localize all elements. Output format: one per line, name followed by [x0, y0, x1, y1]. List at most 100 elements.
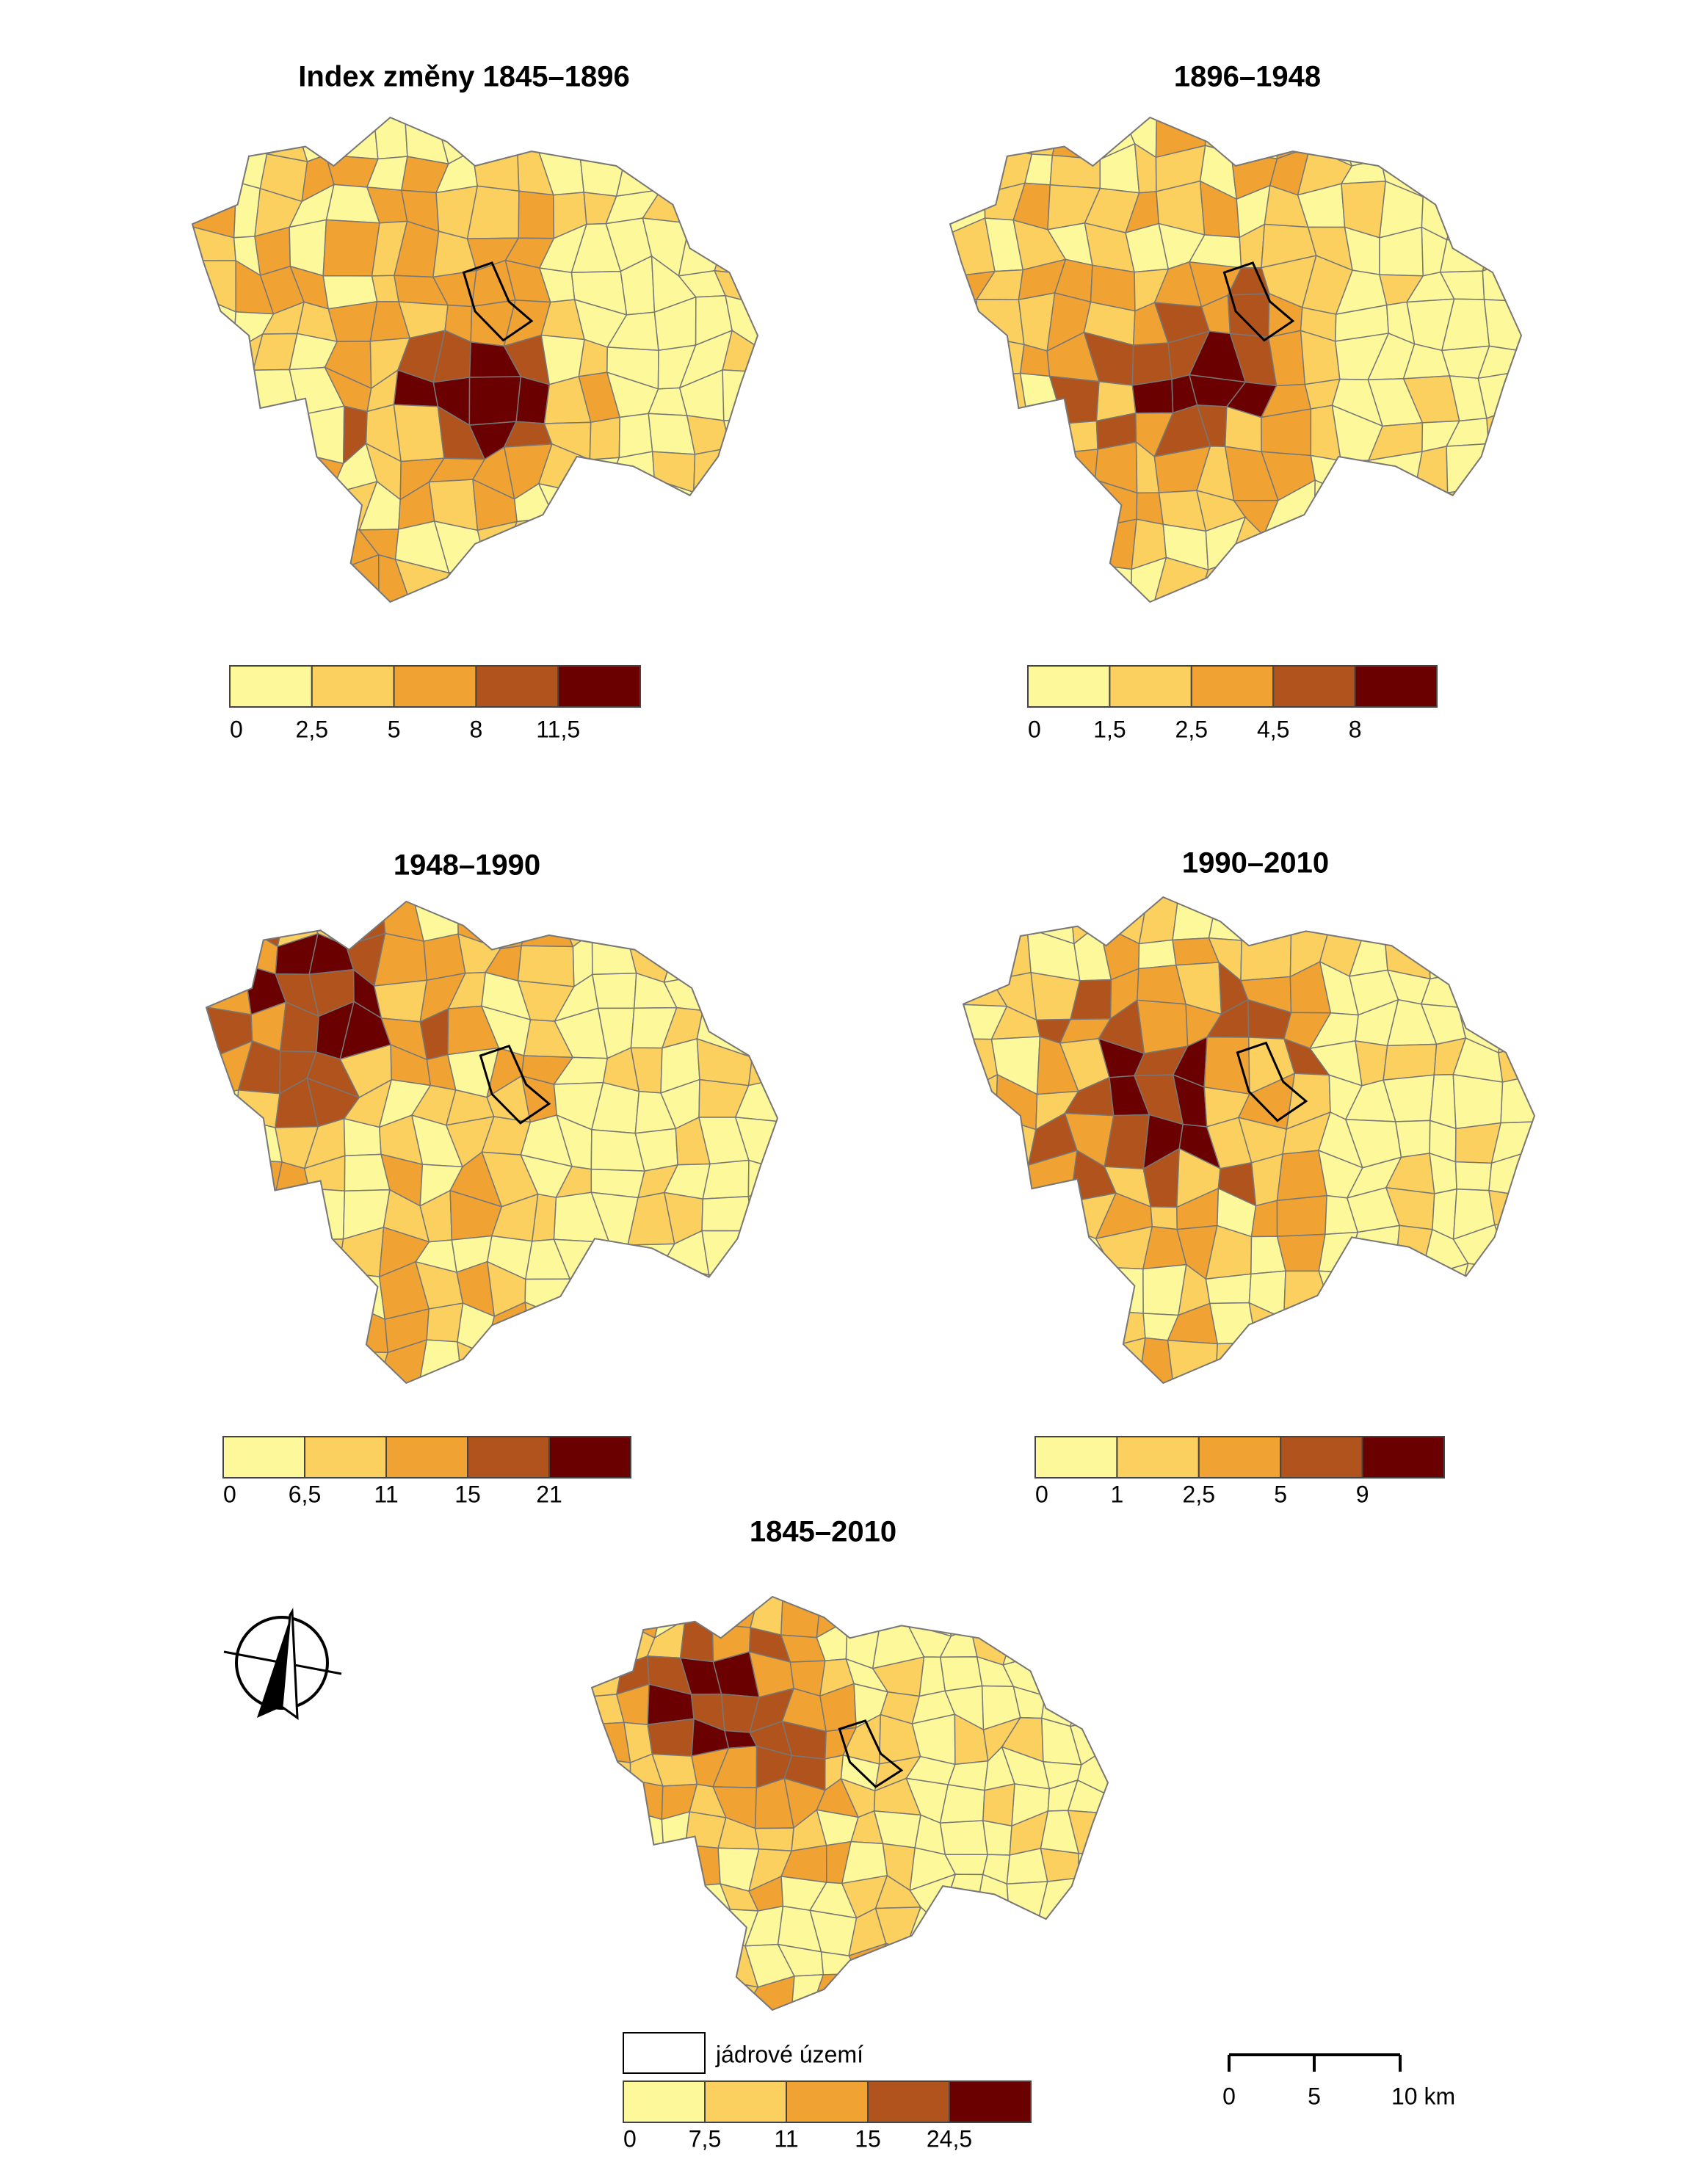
district: [1099, 142, 1140, 194]
district: [527, 1348, 573, 1383]
map-title: Index změny 1845–1896: [298, 61, 629, 93]
scale-label: 0: [1222, 2083, 1236, 2109]
district: [562, 1305, 608, 1357]
district: [791, 1974, 825, 2010]
district: [1452, 1073, 1504, 1130]
district: [1039, 1968, 1083, 2010]
district: [990, 1298, 1034, 1350]
district: [592, 1779, 634, 1816]
district: [727, 481, 758, 537]
district: [1051, 117, 1101, 160]
district: [595, 1305, 645, 1357]
district: [310, 1268, 347, 1321]
district: [206, 929, 251, 975]
district: [963, 1225, 995, 1272]
district: [322, 219, 380, 277]
district: [1079, 1968, 1108, 2010]
district: [950, 333, 979, 384]
core-legend-box: [623, 2032, 706, 2074]
district: [225, 460, 272, 485]
district: [606, 554, 658, 602]
district: [684, 1597, 724, 1625]
district: [1067, 1779, 1108, 1814]
district: [584, 480, 623, 532]
district: [617, 1810, 665, 1859]
district: [950, 117, 980, 146]
district: [206, 1112, 237, 1169]
district: [1381, 1345, 1432, 1383]
district: [1136, 999, 1189, 1054]
district: [677, 567, 722, 602]
legend-swatch: [1272, 665, 1356, 708]
legend-label: 8: [1349, 716, 1362, 742]
district: [264, 451, 308, 498]
district: [626, 901, 678, 949]
legend-label: 21: [536, 1481, 562, 1507]
district: [220, 369, 259, 420]
core-territory: [462, 261, 534, 342]
district: [544, 516, 586, 567]
district: [1488, 186, 1521, 240]
district: [1460, 1338, 1510, 1383]
district: [656, 148, 692, 191]
district: [1066, 1597, 1108, 1634]
district: [684, 1844, 721, 1887]
district: [722, 152, 758, 189]
district: [609, 479, 659, 532]
district: [1203, 1036, 1250, 1095]
district: [950, 404, 986, 454]
district: [704, 1340, 752, 1383]
district: [939, 1918, 983, 1952]
district: [1059, 479, 1096, 536]
district: [641, 1265, 664, 1317]
district: [615, 155, 662, 197]
district: [695, 901, 747, 948]
district: [307, 1349, 343, 1383]
district: [1500, 1074, 1534, 1124]
district: [950, 490, 981, 521]
district: [1069, 1913, 1108, 1950]
district: [589, 416, 620, 460]
district: [524, 1301, 569, 1357]
district: [747, 1186, 778, 1239]
district: [656, 117, 683, 164]
district: [1049, 154, 1101, 189]
district: [1488, 1189, 1534, 1226]
district: [592, 1810, 634, 1850]
district: [963, 1300, 999, 1341]
district: [1333, 481, 1380, 534]
map-title: 1845–2010: [750, 1516, 896, 1548]
district: [979, 559, 1028, 602]
district: [963, 1258, 995, 1316]
district: [1336, 554, 1385, 602]
legend-swatch: [229, 665, 313, 708]
district: [1427, 1312, 1462, 1346]
district: [426, 1302, 464, 1343]
district: [1065, 1661, 1108, 1687]
district: [990, 1188, 1043, 1244]
district: [518, 190, 555, 239]
district: [231, 528, 272, 575]
district: [1274, 1306, 1332, 1354]
legend-swatch: [222, 1436, 305, 1479]
district: [675, 1341, 715, 1383]
scale-label: 10 km: [1391, 2083, 1455, 2109]
district: [1331, 117, 1386, 167]
district: [264, 532, 304, 559]
district: [1001, 1947, 1047, 1982]
district: [503, 553, 553, 602]
district: [1318, 1270, 1352, 1318]
district: [268, 1223, 324, 1270]
district: [1441, 150, 1490, 200]
district: [1482, 530, 1521, 559]
district: [1494, 966, 1534, 1010]
legend-label: 7,5: [689, 2125, 721, 2152]
district: [232, 1223, 274, 1276]
district: [649, 1983, 689, 2010]
district: [1350, 897, 1399, 936]
district: [727, 446, 758, 487]
legend-swatch: [393, 665, 477, 708]
district: [192, 380, 233, 419]
district: [1300, 526, 1352, 570]
